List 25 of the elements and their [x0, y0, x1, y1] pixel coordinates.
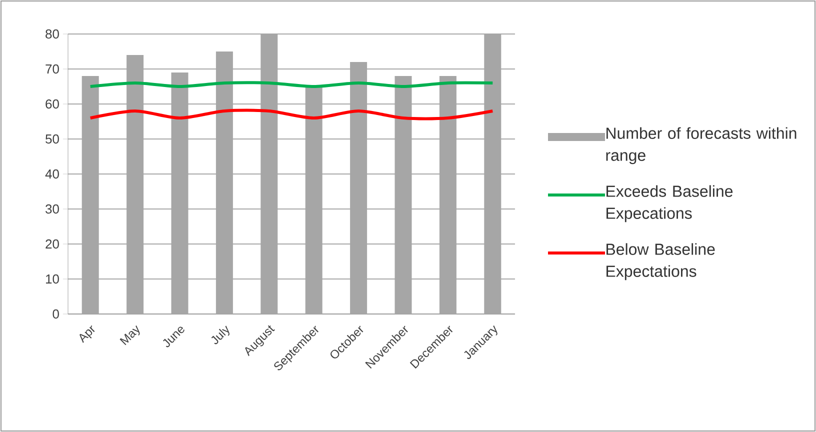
- bar: [260, 34, 278, 314]
- bar: [484, 34, 502, 314]
- y-tick-label: 60: [46, 99, 59, 109]
- y-tick-label: 0: [52, 309, 59, 319]
- y-tick-label: 10: [46, 274, 59, 284]
- bar: [82, 76, 99, 314]
- y-tick-label: 40: [45, 169, 59, 179]
- legend-label: Number of forecasts within range: [606, 127, 796, 164]
- y-tick-label: 80: [46, 29, 59, 39]
- bar: [439, 76, 456, 314]
- y-tick-label: 50: [46, 134, 59, 144]
- x-tick-label: July: [211, 326, 230, 344]
- bar: [126, 55, 144, 314]
- bar: [216, 52, 233, 314]
- bar: [305, 86, 322, 314]
- y-tick-label: 30: [46, 204, 59, 214]
- bar: [171, 72, 188, 314]
- x-tick-label: Apr: [80, 325, 95, 344]
- y-tick-label: 70: [46, 64, 59, 74]
- x-tick-label: May: [120, 325, 140, 346]
- bar: [394, 76, 412, 314]
- y-tick-label: 20: [46, 239, 59, 249]
- legend-label: Below Baseline Expectations: [606, 243, 715, 280]
- legend-label: Exceeds Baseline Expecations: [606, 185, 733, 222]
- bar: [350, 62, 368, 314]
